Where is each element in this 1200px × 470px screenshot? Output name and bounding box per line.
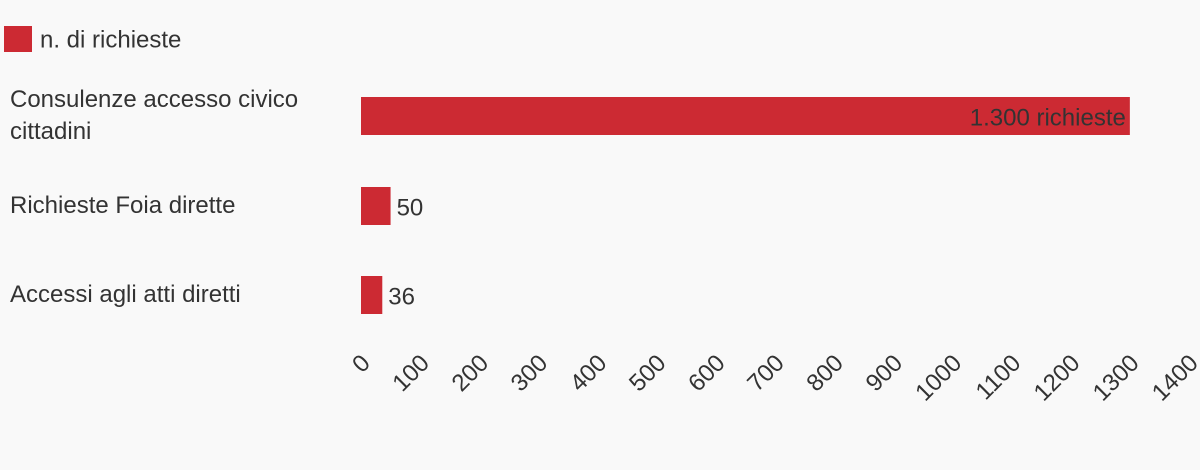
bar bbox=[361, 97, 1130, 135]
x-tick-label: 900 bbox=[861, 350, 908, 397]
x-tick-label: 1400 bbox=[1147, 350, 1200, 407]
bar bbox=[361, 187, 391, 225]
x-tick-label: 1100 bbox=[971, 350, 1027, 406]
x-tick-label: 500 bbox=[624, 350, 671, 397]
value-label: 50 bbox=[397, 194, 424, 221]
legend-label: n. di richieste bbox=[40, 26, 181, 53]
x-tick-label: 1300 bbox=[1088, 350, 1145, 407]
x-tick-label: 100 bbox=[387, 350, 434, 397]
x-tick-label: 400 bbox=[565, 350, 612, 397]
x-tick-label: 700 bbox=[742, 350, 789, 397]
bar bbox=[361, 276, 383, 314]
y-tick-label: Richieste Foia dirette bbox=[10, 192, 236, 219]
legend-swatch bbox=[4, 26, 32, 52]
x-tick-label: 600 bbox=[683, 350, 730, 397]
y-tick-label: Consulenze accesso civico cittadini bbox=[10, 86, 299, 145]
x-tick-label: 0 bbox=[347, 350, 376, 379]
value-label: 36 bbox=[388, 283, 415, 310]
x-tick-label: 1000 bbox=[910, 350, 967, 407]
x-tick-label: 200 bbox=[447, 350, 494, 397]
x-tick-label: 800 bbox=[801, 350, 848, 397]
y-tick-label: Accessi agli atti diretti bbox=[10, 281, 241, 308]
x-tick-label: 1200 bbox=[1029, 350, 1086, 407]
x-tick-label: 300 bbox=[506, 350, 553, 397]
value-label: 1.300 richieste bbox=[970, 104, 1126, 131]
